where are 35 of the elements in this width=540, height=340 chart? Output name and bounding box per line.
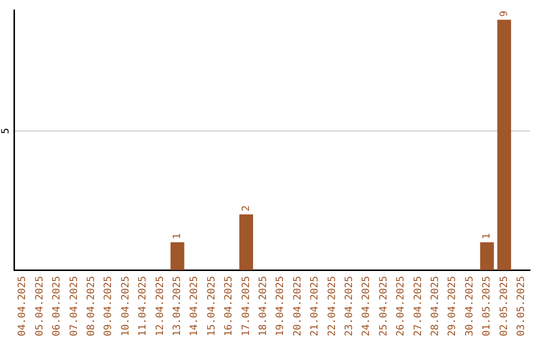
data-label: 2 xyxy=(240,205,252,212)
x-tick-label: 24.04.2025 xyxy=(361,276,372,336)
x-tick-label: 06.04.2025 xyxy=(52,276,63,336)
x-tick-label: 05.04.2025 xyxy=(34,276,46,336)
x-tick-label: 15.04.2025 xyxy=(206,276,218,336)
data-label: 1 xyxy=(482,233,493,240)
x-tick-label: 10.04.2025 xyxy=(120,276,132,336)
x-tick-label: 03.05.2025 xyxy=(516,276,527,336)
x-tick-label: 26.04.2025 xyxy=(396,276,407,336)
x-tick-label: 21.04.2025 xyxy=(310,276,321,336)
x-tick-label: 01.05.2025 xyxy=(482,276,493,336)
data-label: 1 xyxy=(172,233,183,240)
x-tick-label: 25.04.2025 xyxy=(378,276,390,336)
x-tick-label: 18.04.2025 xyxy=(258,276,269,336)
x-tick-label: 23.04.2025 xyxy=(344,276,355,336)
y-tick-label: 5 xyxy=(0,128,12,134)
x-tick-label: 17.04.2025 xyxy=(240,276,252,336)
x-tick-label: 29.04.2025 xyxy=(447,276,458,336)
x-tick-label: 14.04.2025 xyxy=(189,276,200,336)
x-tick-label: 09.04.2025 xyxy=(103,276,114,336)
x-tick-label: 27.04.2025 xyxy=(412,276,424,336)
x-tick-label: 13.04.2025 xyxy=(172,276,183,336)
x-tick-label: 16.04.2025 xyxy=(224,276,235,336)
x-tick-label: 19.04.2025 xyxy=(275,276,286,336)
x-tick-label: 07.04.2025 xyxy=(68,276,80,336)
x-tick-label: 28.04.2025 xyxy=(430,276,441,336)
x-tick-label: 11.04.2025 xyxy=(138,276,149,336)
x-tick-label: 02.05.2025 xyxy=(498,276,510,336)
x-tick-label: 22.04.2025 xyxy=(326,276,338,336)
x-tick-label: 20.04.2025 xyxy=(292,276,304,336)
x-tick-label: 30.04.2025 xyxy=(464,276,476,336)
data-label: 9 xyxy=(498,10,510,17)
x-tick-label: 08.04.2025 xyxy=(86,276,97,336)
x-tick-label: 04.04.2025 xyxy=(17,276,28,336)
x-tick-label: 12.04.2025 xyxy=(154,276,166,336)
